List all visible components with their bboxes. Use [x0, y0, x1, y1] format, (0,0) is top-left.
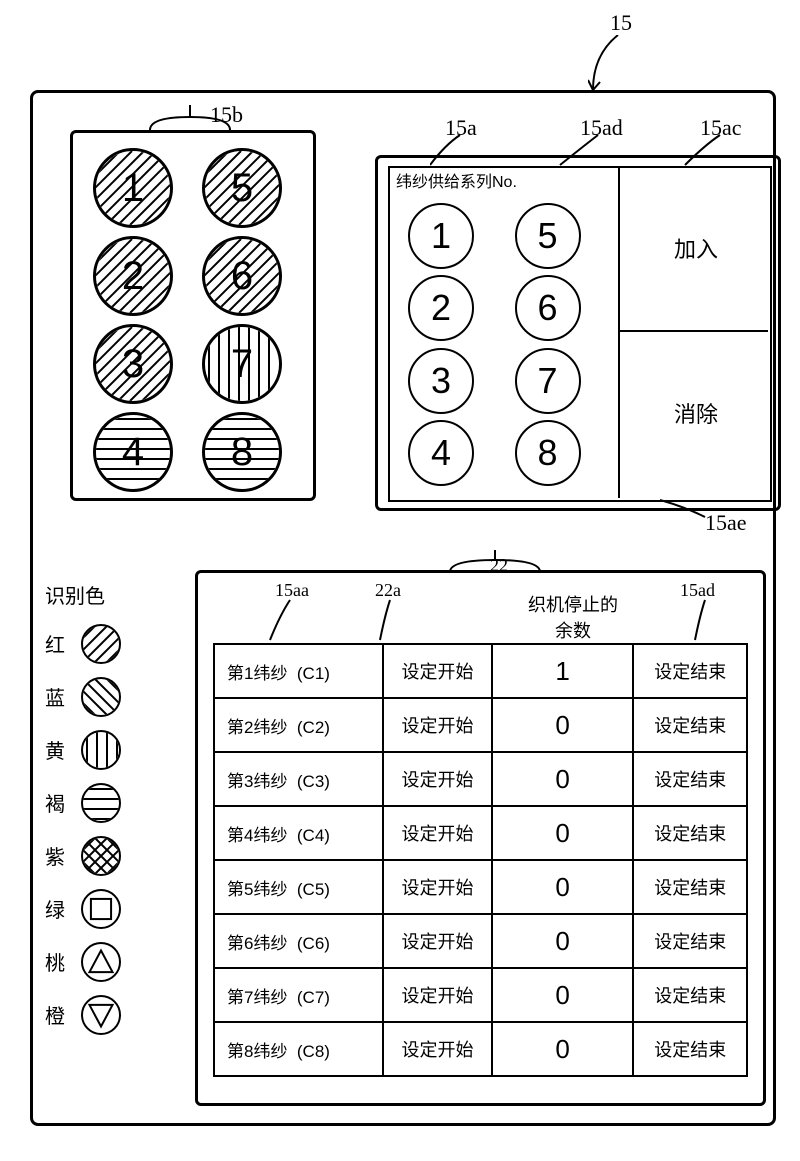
row-value: 0	[492, 1022, 633, 1076]
keypad-circle-5[interactable]: 5	[515, 203, 581, 269]
series-circle-8[interactable]: 8	[202, 412, 282, 492]
row-value: 1	[492, 644, 633, 698]
keypad-circle-1[interactable]: 1	[408, 203, 474, 269]
row-value: 0	[492, 968, 633, 1022]
start-button[interactable]: 设定开始	[383, 860, 492, 914]
end-button[interactable]: 设定结束	[633, 968, 747, 1022]
delete-button[interactable]: 消除	[626, 333, 766, 493]
ref-lead-15ae	[660, 492, 720, 522]
legend-swatch-icon	[81, 836, 121, 876]
row-value: 0	[492, 752, 633, 806]
table-row: 第3纬纱 (C3)设定开始0设定结束	[214, 752, 747, 806]
keypad-circle-3[interactable]: 3	[408, 348, 474, 414]
table-row: 第4纬纱 (C4)设定开始0设定结束	[214, 806, 747, 860]
series-circle-1[interactable]: 1	[93, 148, 173, 228]
keypad-circle-8[interactable]: 8	[515, 420, 581, 486]
end-button[interactable]: 设定结束	[633, 752, 747, 806]
legend-item: 蓝	[45, 670, 185, 723]
series-circle-2[interactable]: 2	[93, 236, 173, 316]
ref-arrow-15	[588, 35, 628, 95]
legend-item: 褐	[45, 776, 185, 829]
row-value: 0	[492, 860, 633, 914]
panel-15b: 15263748	[70, 130, 316, 501]
data-table: 第1纬纱 (C1)设定开始1设定结束第2纬纱 (C2)设定开始0设定结束第3纬纱…	[213, 643, 748, 1077]
legend-swatch-icon	[81, 624, 121, 664]
table-row: 第6纬纱 (C6)设定开始0设定结束	[214, 914, 747, 968]
legend-item: 桃	[45, 935, 185, 988]
table-row: 第2纬纱 (C2)设定开始0设定结束	[214, 698, 747, 752]
legend-item: 紫	[45, 829, 185, 882]
row-name: 第5纬纱 (C5)	[214, 860, 383, 914]
ref-bracket-22	[445, 550, 565, 575]
start-button[interactable]: 设定开始	[383, 752, 492, 806]
grid-15a: 15263748	[408, 203, 603, 488]
start-button[interactable]: 设定开始	[383, 968, 492, 1022]
row-name: 第1纬纱 (C1)	[214, 644, 383, 698]
legend-label: 蓝	[45, 682, 69, 711]
legend-label: 桃	[45, 947, 69, 976]
legend-swatch-icon	[81, 889, 121, 929]
legend-label: 橙	[45, 1000, 69, 1029]
table-row: 第1纬纱 (C1)设定开始1设定结束	[214, 644, 747, 698]
row-value: 0	[492, 698, 633, 752]
table-panel: 织机停止的 余数 第1纬纱 (C1)设定开始1设定结束第2纬纱 (C2)设定开始…	[195, 570, 766, 1106]
legend-swatch-icon	[81, 783, 121, 823]
divider-v	[618, 166, 620, 498]
keypad-circle-6[interactable]: 6	[515, 275, 581, 341]
divider-h	[618, 330, 768, 332]
legend-swatch-icon	[81, 677, 121, 717]
legend-item: 橙	[45, 988, 185, 1041]
start-button[interactable]: 设定开始	[383, 698, 492, 752]
row-value: 0	[492, 914, 633, 968]
ref-leads-table	[260, 595, 760, 645]
start-button[interactable]: 设定开始	[383, 1022, 492, 1076]
legend-label: 褐	[45, 788, 69, 817]
legend-label: 绿	[45, 894, 69, 923]
start-button[interactable]: 设定开始	[383, 914, 492, 968]
end-button[interactable]: 设定结束	[633, 1022, 747, 1076]
add-button[interactable]: 加入	[626, 168, 766, 328]
end-button[interactable]: 设定结束	[633, 860, 747, 914]
legend-title: 识别色	[45, 580, 185, 609]
legend-label: 紫	[45, 841, 69, 870]
series-circle-4[interactable]: 4	[93, 412, 173, 492]
row-name: 第2纬纱 (C2)	[214, 698, 383, 752]
grid-15b: 15263748	[93, 148, 293, 483]
legend-label: 黄	[45, 735, 69, 764]
legend-label: 红	[45, 629, 69, 658]
start-button[interactable]: 设定开始	[383, 806, 492, 860]
legend: 识别色 红蓝黄褐紫绿桃橙	[45, 580, 185, 1041]
ref-label-15b: 15b	[210, 102, 243, 128]
panel-15a: 纬纱供给系列No. 15263748 加入 消除	[375, 155, 781, 511]
end-button[interactable]: 设定结束	[633, 644, 747, 698]
legend-swatch-icon	[81, 942, 121, 982]
series-circle-6[interactable]: 6	[202, 236, 282, 316]
series-circle-7[interactable]: 7	[202, 324, 282, 404]
keypad-circle-7[interactable]: 7	[515, 348, 581, 414]
legend-item: 绿	[45, 882, 185, 935]
end-button[interactable]: 设定结束	[633, 698, 747, 752]
table-row: 第5纬纱 (C5)设定开始0设定结束	[214, 860, 747, 914]
table-row: 第8纬纱 (C8)设定开始0设定结束	[214, 1022, 747, 1076]
row-name: 第4纬纱 (C4)	[214, 806, 383, 860]
row-value: 0	[492, 806, 633, 860]
ref-label-15: 15	[610, 10, 632, 36]
row-name: 第8纬纱 (C8)	[214, 1022, 383, 1076]
keypad-circle-2[interactable]: 2	[408, 275, 474, 341]
keypad-circle-4[interactable]: 4	[408, 420, 474, 486]
panel-15a-title: 纬纱供给系列No.	[396, 168, 517, 192]
end-button[interactable]: 设定结束	[633, 806, 747, 860]
start-button[interactable]: 设定开始	[383, 644, 492, 698]
row-name: 第3纬纱 (C3)	[214, 752, 383, 806]
legend-swatch-icon	[81, 730, 121, 770]
row-name: 第7纬纱 (C7)	[214, 968, 383, 1022]
table-row: 第7纬纱 (C7)设定开始0设定结束	[214, 968, 747, 1022]
end-button[interactable]: 设定结束	[633, 914, 747, 968]
legend-item: 红	[45, 617, 185, 670]
series-circle-3[interactable]: 3	[93, 324, 173, 404]
series-circle-5[interactable]: 5	[202, 148, 282, 228]
row-name: 第6纬纱 (C6)	[214, 914, 383, 968]
legend-swatch-icon	[81, 995, 121, 1035]
legend-item: 黄	[45, 723, 185, 776]
